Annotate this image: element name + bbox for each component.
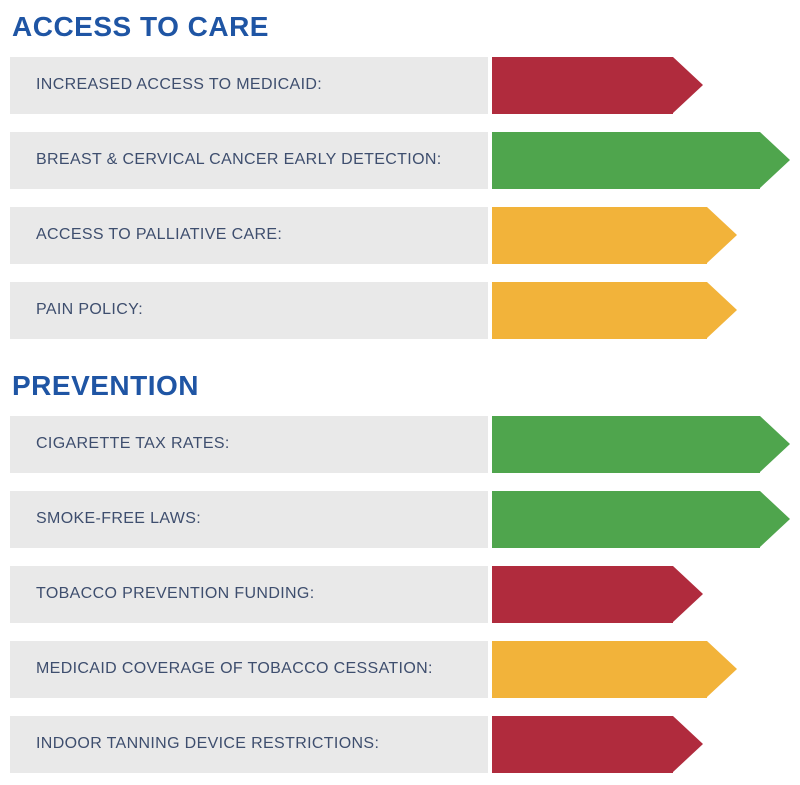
rating-arrow-red <box>492 565 703 623</box>
policy-label-bar: MEDICAID COVERAGE OF TOBACCO CESSATION: <box>10 640 488 698</box>
policy-label-bar: INDOOR TANNING DEVICE RESTRICTIONS: <box>10 715 488 773</box>
rating-arrow-green <box>492 415 790 473</box>
policy-row: INCREASED ACCESS TO MEDICAID: <box>10 56 790 114</box>
arrow-head-icon <box>760 131 790 188</box>
arrow-head-icon <box>760 415 790 472</box>
policy-row: SMOKE-FREE LAWS: <box>10 490 790 548</box>
rating-arrow-yellow <box>492 206 737 264</box>
arrow-head-icon <box>673 715 703 772</box>
arrow-shaft <box>492 131 760 189</box>
policy-label: BREAST & CERVICAL CANCER EARLY DETECTION… <box>36 151 442 169</box>
rating-arrow-green <box>492 490 790 548</box>
arrow-head-icon <box>707 281 737 338</box>
arrow-shaft <box>492 715 673 773</box>
arrow-shaft <box>492 281 707 339</box>
arrow-shaft <box>492 490 760 548</box>
section-title: ACCESS TO CARE <box>12 11 269 42</box>
policy-label-bar: SMOKE-FREE LAWS: <box>10 490 488 548</box>
rating-arrow-yellow <box>492 640 737 698</box>
policy-label-bar: TOBACCO PREVENTION FUNDING: <box>10 565 488 623</box>
policy-label-bar: PAIN POLICY: <box>10 281 488 339</box>
arrow-shaft <box>492 415 760 473</box>
policy-row: ACCESS TO PALLIATIVE CARE: <box>10 206 790 264</box>
policy-row: BREAST & CERVICAL CANCER EARLY DETECTION… <box>10 131 790 189</box>
policy-row: PAIN POLICY: <box>10 281 790 339</box>
policy-row: MEDICAID COVERAGE OF TOBACCO CESSATION: <box>10 640 790 698</box>
arrow-shaft <box>492 206 707 264</box>
rating-arrow-red <box>492 715 703 773</box>
policy-label: SMOKE-FREE LAWS: <box>36 510 202 528</box>
policy-label: PAIN POLICY: <box>36 301 144 319</box>
policy-row: TOBACCO PREVENTION FUNDING: <box>10 565 790 623</box>
policy-label: INCREASED ACCESS TO MEDICAID: <box>36 76 323 94</box>
arrow-shaft <box>492 56 673 114</box>
policy-label: MEDICAID COVERAGE OF TOBACCO CESSATION: <box>36 660 433 678</box>
policy-row: INDOOR TANNING DEVICE RESTRICTIONS: <box>10 715 790 773</box>
rating-arrow-green <box>492 131 790 189</box>
policy-label: ACCESS TO PALLIATIVE CARE: <box>36 226 283 244</box>
policy-label-bar: INCREASED ACCESS TO MEDICAID: <box>10 56 488 114</box>
policy-label-bar: BREAST & CERVICAL CANCER EARLY DETECTION… <box>10 131 488 189</box>
arrow-head-icon <box>673 56 703 113</box>
policy-label: INDOOR TANNING DEVICE RESTRICTIONS: <box>36 735 380 753</box>
arrow-shaft <box>492 640 707 698</box>
arrow-head-icon <box>673 565 703 622</box>
rating-arrow-yellow <box>492 281 737 339</box>
policy-label-bar: ACCESS TO PALLIATIVE CARE: <box>10 206 488 264</box>
policy-row: CIGARETTE TAX RATES: <box>10 415 790 473</box>
section-title: PREVENTION <box>12 369 200 401</box>
rating-arrow-red <box>492 56 703 114</box>
arrow-head-icon <box>760 490 790 547</box>
arrow-shaft <box>492 565 673 623</box>
arrow-head-icon <box>707 640 737 697</box>
policy-label: TOBACCO PREVENTION FUNDING: <box>36 585 315 603</box>
policy-label: CIGARETTE TAX RATES: <box>36 435 230 453</box>
policy-label-bar: CIGARETTE TAX RATES: <box>10 415 488 473</box>
arrow-head-icon <box>707 206 737 263</box>
